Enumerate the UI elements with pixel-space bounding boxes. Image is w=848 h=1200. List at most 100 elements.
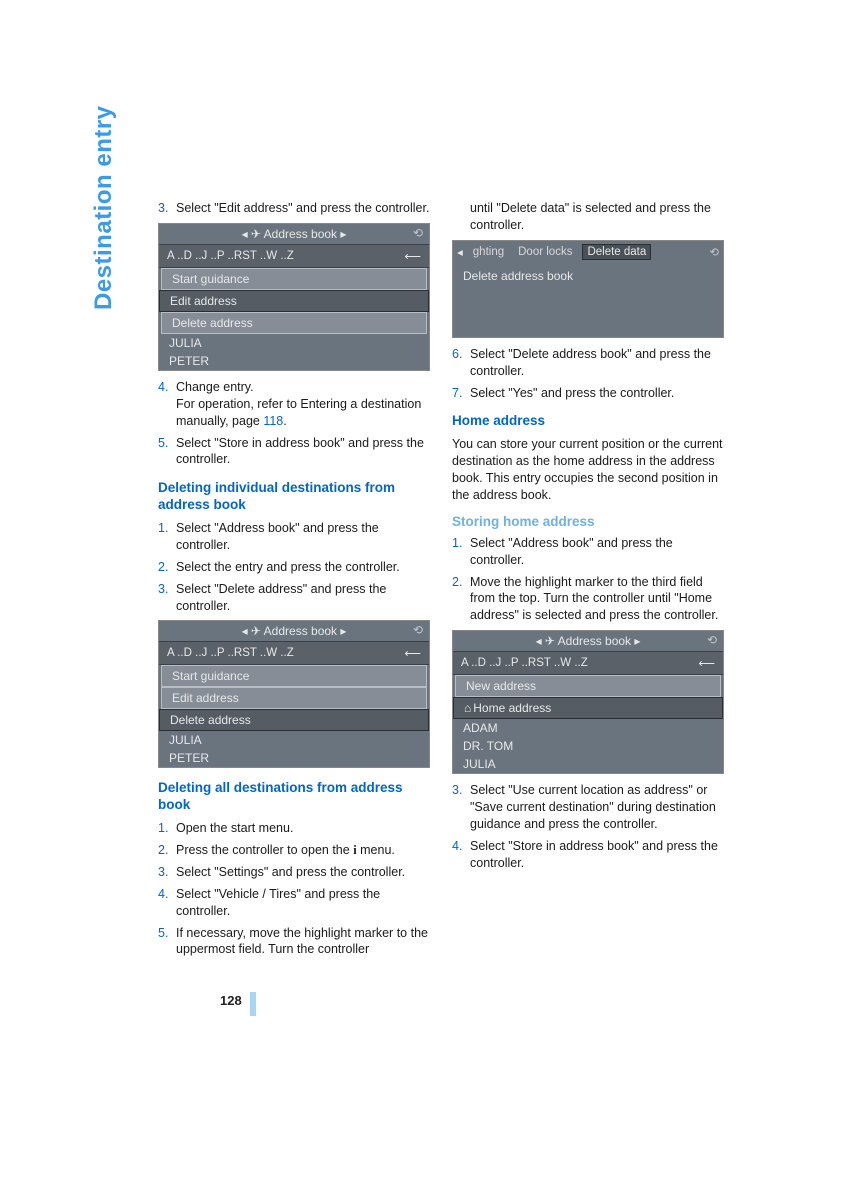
step-text: Press the controller to open the i menu. [176, 842, 434, 859]
continuation-text: until "Delete data" is selected and pres… [452, 200, 728, 234]
screenshot-address-book-edit: ◂ ✈ Address book ▸ ⟲ A ..D ..J ..P ..RST… [158, 223, 430, 371]
step-item: 3. Select "Edit address" and press the c… [158, 200, 434, 217]
page-number: 128 [220, 993, 242, 1008]
intro-text: You can store your current position or t… [452, 436, 728, 504]
step-item: 2.Move the highlight marker to the third… [452, 574, 728, 625]
step-text: Select "Address book" and press the cont… [176, 520, 434, 554]
steps-list: 1.Select "Address book" and press the co… [452, 535, 728, 624]
step-text: Select "Yes" and press the controller. [470, 385, 728, 402]
step-item: 1.Select "Address book" and press the co… [452, 535, 728, 569]
steps-list: 4. Change entry. For operation, refer to… [158, 379, 434, 468]
tab-active: Delete data [582, 244, 651, 260]
step-text: Select "Store in address book" and press… [176, 435, 434, 469]
nav-icon: ⟲ [707, 633, 717, 647]
step-number: 1. [158, 520, 176, 554]
steps-list: 6.Select "Delete address book" and press… [452, 346, 728, 402]
step-number: 5. [158, 925, 176, 959]
step-text: Open the start menu. [176, 820, 434, 837]
page-content: 3. Select "Edit address" and press the c… [158, 200, 728, 963]
right-column: until "Delete data" is selected and pres… [452, 200, 728, 963]
page-reference: 118 [263, 414, 283, 428]
alpha-selector: A ..D ..J ..P ..RST ..W ..Z⟵ [159, 244, 429, 268]
steps-list: 3.Select "Use current location as addres… [452, 782, 728, 871]
section-title: Destination entry [90, 105, 118, 310]
step-text: If necessary, move the highlight marker … [176, 925, 434, 959]
screenshot-home-address: ◂ ✈ Address book ▸ ⟲ A ..D ..J ..P ..RST… [452, 630, 724, 774]
subsection-heading: Storing home address [452, 514, 728, 529]
screenshot-address-book-delete: ◂ ✈ Address book ▸ ⟲ A ..D ..J ..P ..RST… [158, 620, 430, 768]
steps-list: 1.Open the start menu. 2.Press the contr… [158, 820, 434, 958]
step-number: 4. [158, 379, 176, 430]
nav-icon: ⟲ [413, 226, 423, 240]
tab: Door locks [514, 245, 576, 259]
menu-row: Edit address [161, 687, 427, 709]
step-text: Select "Use current location as address"… [470, 782, 728, 833]
step-number: 7. [452, 385, 470, 402]
step-number: 4. [158, 886, 176, 920]
step-item: 6.Select "Delete address book" and press… [452, 346, 728, 380]
step-item: 3.Select "Use current location as addres… [452, 782, 728, 833]
menu-row-selected: Edit address [159, 290, 429, 312]
step-number: 3. [158, 864, 176, 881]
screenshot-titlebar: ◂ ✈ Address book ▸ ⟲ [159, 621, 429, 641]
step-number: 3. [158, 200, 176, 217]
section-heading: Deleting individual destinations from ad… [158, 480, 434, 514]
step-text: Select "Store in address book" and press… [470, 838, 728, 872]
step-text: Select the entry and press the controlle… [176, 559, 434, 576]
step-text: Select "Delete address" and press the co… [176, 581, 434, 615]
steps-list: 3. Select "Edit address" and press the c… [158, 200, 434, 217]
step-text: Select "Edit address" and press the cont… [176, 200, 434, 217]
step-item: 1.Select "Address book" and press the co… [158, 520, 434, 554]
step-number: 1. [158, 820, 176, 837]
step-number: 2. [158, 842, 176, 859]
list-row: PETER [159, 749, 429, 767]
menu-row: Start guidance [161, 665, 427, 687]
step-item: 7.Select "Yes" and press the controller. [452, 385, 728, 402]
step-text: Move the highlight marker to the third f… [470, 574, 728, 625]
page-marker [250, 992, 256, 1016]
list-row: ADAM [453, 719, 723, 737]
menu-row-selected: Delete address [159, 709, 429, 731]
section-heading: Deleting all destinations from address b… [158, 780, 434, 814]
list-row: JULIA [453, 755, 723, 773]
list-row: PETER [159, 352, 429, 370]
alpha-selector: A ..D ..J ..P ..RST ..W ..Z⟵ [159, 641, 429, 665]
left-column: 3. Select "Edit address" and press the c… [158, 200, 434, 963]
step-item: 4.Select "Store in address book" and pre… [452, 838, 728, 872]
step-item: 4. Change entry. For operation, refer to… [158, 379, 434, 430]
list-row: JULIA [159, 334, 429, 352]
step-text: Select "Settings" and press the controll… [176, 864, 434, 881]
menu-row-selected: Home address [453, 697, 723, 719]
step-item: 5.If necessary, move the highlight marke… [158, 925, 434, 959]
step-item: 3.Select "Delete address" and press the … [158, 581, 434, 615]
step-number: 3. [158, 581, 176, 615]
step-number: 2. [158, 559, 176, 576]
step-item: 4.Select "Vehicle / Tires" and press the… [158, 886, 434, 920]
step-number: 2. [452, 574, 470, 625]
step-item: 5. Select "Store in address book" and pr… [158, 435, 434, 469]
step-number: 6. [452, 346, 470, 380]
step-item: 2.Press the controller to open the i men… [158, 842, 434, 859]
list-row: DR. TOM [453, 737, 723, 755]
screenshot-body: Delete address book [453, 263, 723, 337]
tab: ghting [469, 245, 508, 259]
nav-icon: ⟲ [709, 245, 719, 259]
step-item: 2.Select the entry and press the control… [158, 559, 434, 576]
step-text: Select "Delete address book" and press t… [470, 346, 728, 380]
menu-row: New address [455, 675, 721, 697]
step-number: 5. [158, 435, 176, 469]
menu-row: Delete address [161, 312, 427, 334]
list-row: JULIA [159, 731, 429, 749]
step-number: 1. [452, 535, 470, 569]
step-text: Select "Vehicle / Tires" and press the c… [176, 886, 434, 920]
step-text: Select "Address book" and press the cont… [470, 535, 728, 569]
step-item: 3.Select "Settings" and press the contro… [158, 864, 434, 881]
nav-left-icon: ◂ [457, 245, 463, 259]
nav-icon: ⟲ [413, 623, 423, 637]
step-number: 4. [452, 838, 470, 872]
screenshot-titlebar: ◂ ✈ Address book ▸ ⟲ [159, 224, 429, 244]
alpha-selector: A ..D ..J ..P ..RST ..W ..Z⟵ [453, 651, 723, 675]
tab-bar: ◂ ghting Door locks Delete data ⟲ [453, 241, 723, 263]
step-number: 3. [452, 782, 470, 833]
menu-row: Start guidance [161, 268, 427, 290]
